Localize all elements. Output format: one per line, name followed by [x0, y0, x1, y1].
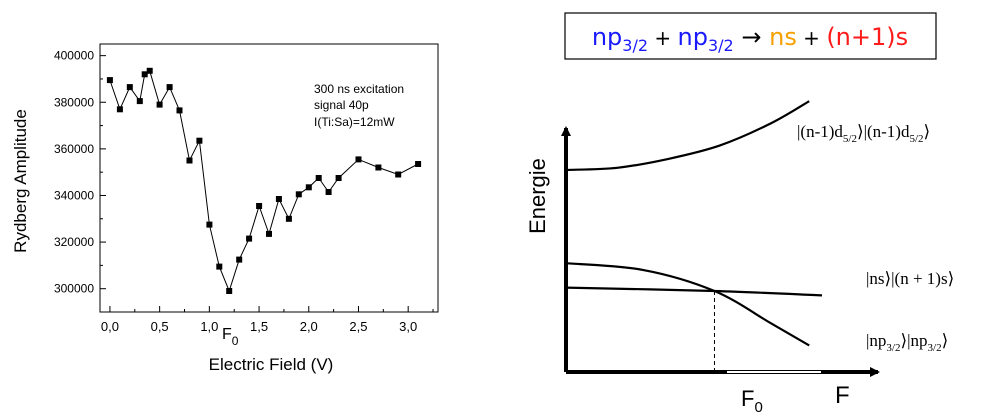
y-tick-label: 340000: [54, 188, 94, 202]
data-point: [176, 107, 183, 114]
series-points: [106, 67, 422, 294]
data-point: [126, 84, 133, 91]
x-tick-label: 1,0: [200, 319, 218, 334]
data-point: [186, 157, 193, 164]
x-tick-label: 0,5: [151, 319, 169, 334]
f-axis-label: F: [835, 382, 850, 409]
data-point: [315, 175, 322, 181]
f0-subscript: 0: [754, 399, 762, 416]
data-point: [335, 175, 342, 181]
data-point: [325, 189, 332, 195]
label-ns-state: |ns⟩|(n + 1)s⟩: [866, 269, 954, 288]
data-point: [141, 71, 148, 78]
data-point: [256, 203, 263, 209]
label-d52-state: |(n-1)d5/2⟩|(n-1)d5/2⟩: [797, 122, 930, 145]
data-point: [395, 171, 402, 178]
x-tick-label: 0,0: [101, 319, 119, 334]
y-tick-label: 380000: [54, 95, 94, 109]
annotation-line-1: 300 ns excitation: [314, 82, 404, 96]
x-tick-label: 2,5: [349, 319, 367, 334]
data-point: [136, 98, 143, 105]
reactant-2-sub: 3/2: [708, 36, 734, 55]
reactant-1-sub: 3/2: [622, 36, 648, 55]
y-tick-label: 300000: [54, 282, 94, 296]
axis-ticks: [100, 55, 434, 312]
curve-d52: [565, 100, 810, 172]
data-point: [216, 263, 223, 270]
energy-level-diagram: Energie F0 F |(n-1)d5/2⟩|(n-1)d5/2⟩ |ns⟩…: [525, 100, 954, 416]
reactant-2: np: [678, 23, 708, 51]
data-point: [196, 137, 203, 144]
data-point: [226, 288, 233, 294]
data-point: [415, 161, 422, 167]
data-point: [156, 101, 163, 108]
energy-axis-label: Energie: [525, 158, 550, 234]
product-1: ns: [769, 23, 797, 51]
x-tick-label: 3,0: [399, 319, 417, 334]
y-tick-label: 400000: [54, 49, 94, 63]
x-tick-label: 1,5: [250, 319, 268, 334]
plus-sign-2: +: [797, 26, 826, 50]
data-point: [246, 235, 253, 242]
reaction-arrow: →: [734, 23, 769, 51]
rydberg-amplitude-chart: 300000 320000 340000 360000 380000 400000 0,0…: [11, 43, 439, 374]
x-tick-labels: 0,0 0,5 1,0 1,5 2,0 2,5 3,0: [101, 319, 417, 334]
series-line: [109, 69, 419, 293]
reaction-text: np3/2 + np3/2 → ns + (n+1)s: [592, 23, 908, 55]
annotation-line-3: I(Ti:Sa)=12mW: [314, 115, 395, 129]
x-marker-label: F0: [222, 326, 239, 348]
data-point: [275, 196, 282, 202]
y-tick-label: 320000: [54, 235, 94, 249]
data-point: [375, 164, 382, 171]
annotation-line-2: signal 40p: [314, 98, 369, 112]
data-point: [166, 84, 173, 91]
y-axis-label: Rydberg Amplitude: [11, 109, 30, 253]
data-point: [116, 106, 123, 113]
data-point: [295, 191, 302, 198]
label-np32-state: |np3/2⟩|np3/2⟩: [866, 331, 948, 354]
data-point: [206, 221, 213, 228]
reactant-1: np: [592, 23, 622, 51]
plus-sign-1: +: [648, 26, 677, 50]
x-axis-label: Electric Field (V): [209, 355, 334, 374]
x-tick-label: 2,0: [300, 319, 318, 334]
data-point: [106, 77, 113, 84]
data-point: [355, 156, 362, 163]
f0-label: F0: [741, 386, 763, 416]
reaction-equation-box: np3/2 + np3/2 → ns + (n+1)s: [564, 12, 937, 60]
product-2: (n+1)s: [826, 23, 908, 51]
plot-frame: [99, 43, 439, 313]
reaction-frame: [564, 12, 937, 60]
data-point: [266, 230, 272, 237]
data-point: [305, 184, 312, 191]
data-point: [146, 67, 153, 74]
y-tick-label: 360000: [54, 142, 94, 156]
data-point: [236, 256, 243, 263]
x-marker-subscript: 0: [232, 334, 239, 348]
y-tick-labels: 300000 320000 340000 360000 380000 400000: [54, 49, 94, 296]
curve-ns-n1s: [565, 286, 823, 297]
data-point: [285, 215, 292, 222]
curve-np32: [565, 262, 810, 347]
